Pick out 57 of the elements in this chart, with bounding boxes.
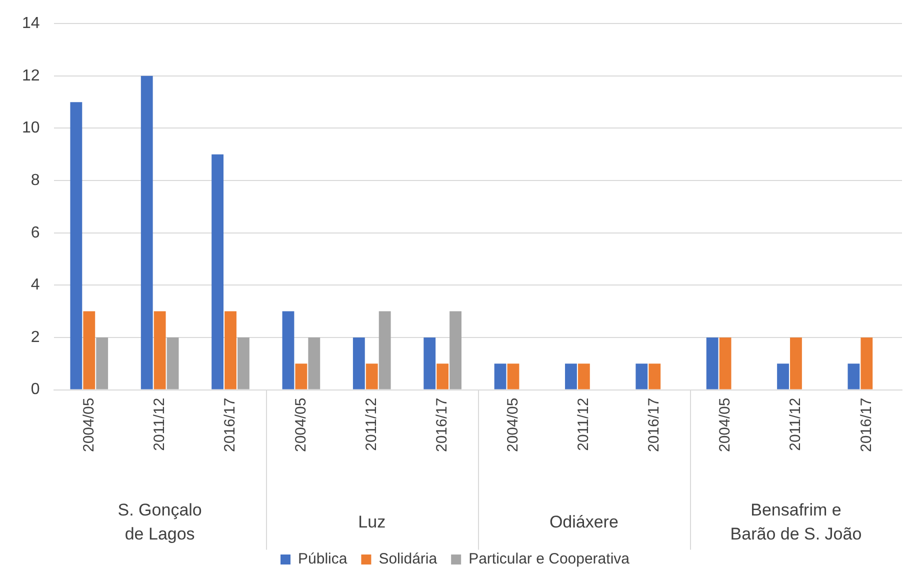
y-tick-label: 10 [22,120,40,137]
bar [706,337,718,390]
y-tick-label: 6 [30,224,40,242]
x-tick-label: 2004/05 [292,398,310,452]
text: Bensafrim e Barão de S. João [730,500,862,544]
bar [790,337,802,390]
bar [436,364,449,390]
bar [238,337,250,390]
bar [166,337,179,390]
y-tick-label: 12 [22,67,40,84]
y-tick-label: 14 [22,15,40,32]
legend-label: Particular e Cooperativa [468,550,630,568]
text: Luz [358,512,386,532]
bar [70,102,82,390]
bar [648,364,661,390]
bar [282,311,294,390]
x-tick-label: 2011/12 [575,398,592,451]
x-tick-label: 2011/12 [150,398,168,451]
x-tick-label: 2004/05 [504,398,522,452]
bar [848,364,860,390]
bar [578,364,590,390]
bar [295,364,308,390]
bar [777,364,789,390]
x-tick-label: 2016/17 [858,398,875,452]
x-tick-label: 2004/05 [716,398,734,452]
bar [494,364,506,390]
bar [212,154,224,390]
x-tick-label: 2016/17 [222,398,239,452]
x-tick-label: 2016/17 [646,398,663,452]
x-tick-label: 2011/12 [787,398,804,451]
y-tick-label: 2 [30,328,40,346]
y-tick-label: 0 [30,381,40,398]
x-tick-label: 2011/12 [363,398,380,451]
bar [96,337,108,390]
bar [507,364,520,390]
y-tick-label: 4 [30,276,40,294]
bar [308,337,320,390]
y-tick-label: 8 [30,172,40,189]
x-tick-label: 2004/05 [80,398,98,452]
bar [450,311,462,390]
legend-label: Pública [298,550,348,568]
bar [140,76,153,390]
bar [378,311,391,390]
text: S. Gonçalo de Lagos [118,500,202,544]
bar [352,337,365,390]
bar [565,364,577,390]
bar [83,311,96,390]
bar [719,337,732,390]
bar [224,311,236,390]
bar [860,337,873,390]
bar [154,311,166,390]
text: Odiáxere [549,512,618,532]
bar [636,364,648,390]
legend-label: Solidária [378,550,438,568]
x-tick-label: 2016/17 [434,398,451,452]
bar [424,337,436,390]
bar [366,364,378,390]
